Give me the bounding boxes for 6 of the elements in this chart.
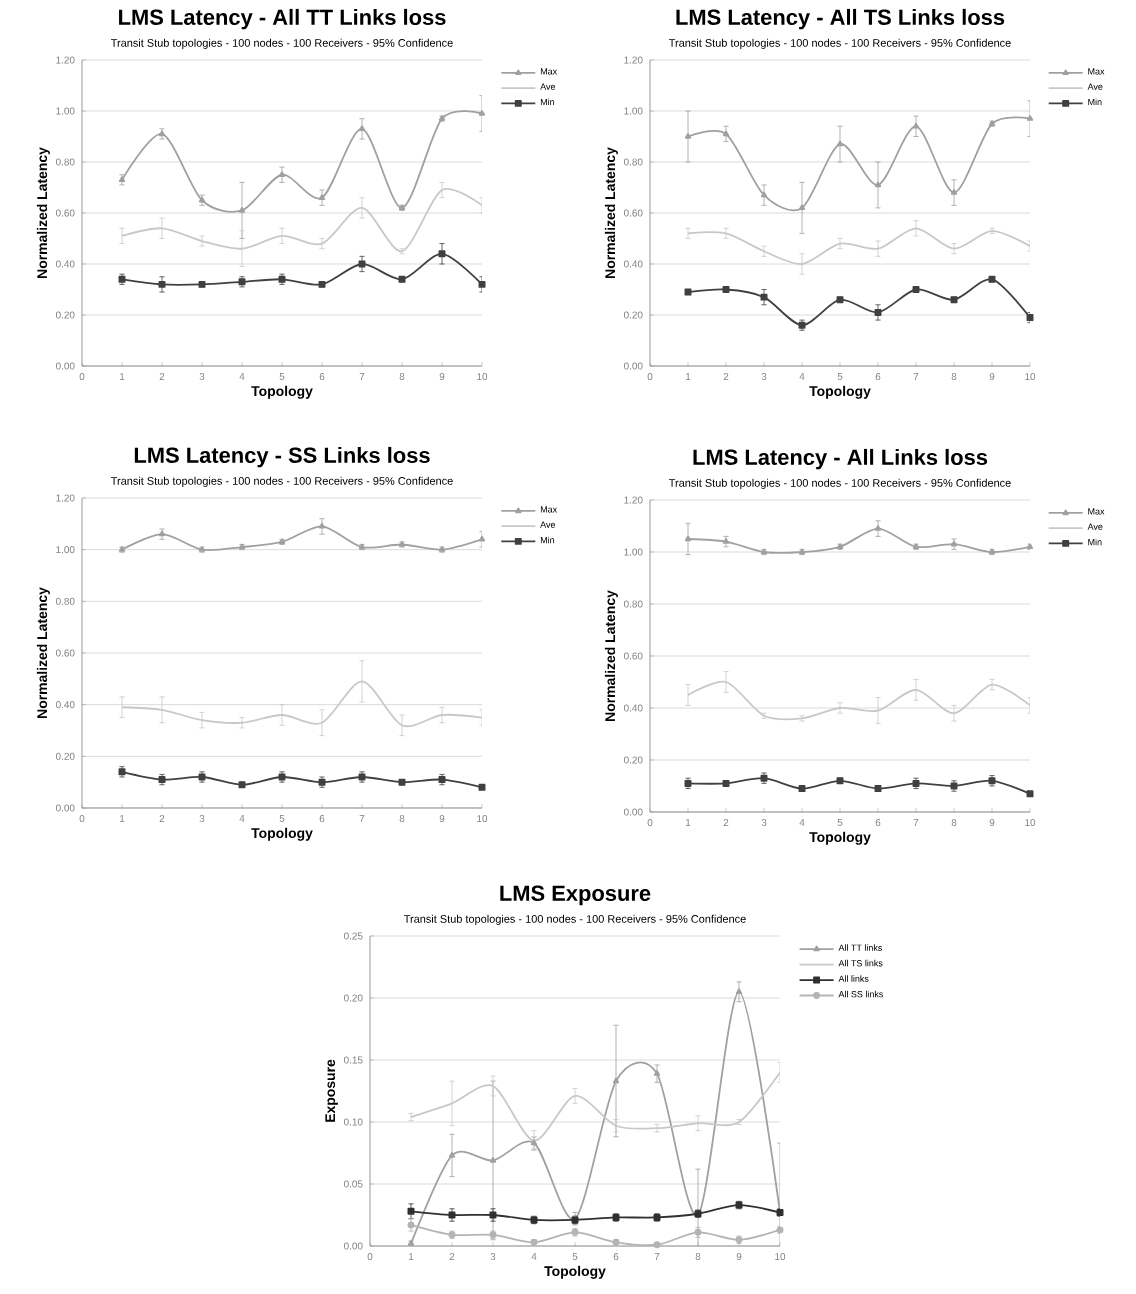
chart-title: LMS Latency - SS Links loss [134,446,430,468]
chart-title: LMS Exposure [500,885,651,906]
point [438,250,446,258]
chart-title: LMS Latency - All TS Links loss [676,8,1005,30]
chart-title: LMS Latency - All TT Links loss [119,8,446,30]
chart-title: LMS Latency - All Links loss [693,448,988,470]
